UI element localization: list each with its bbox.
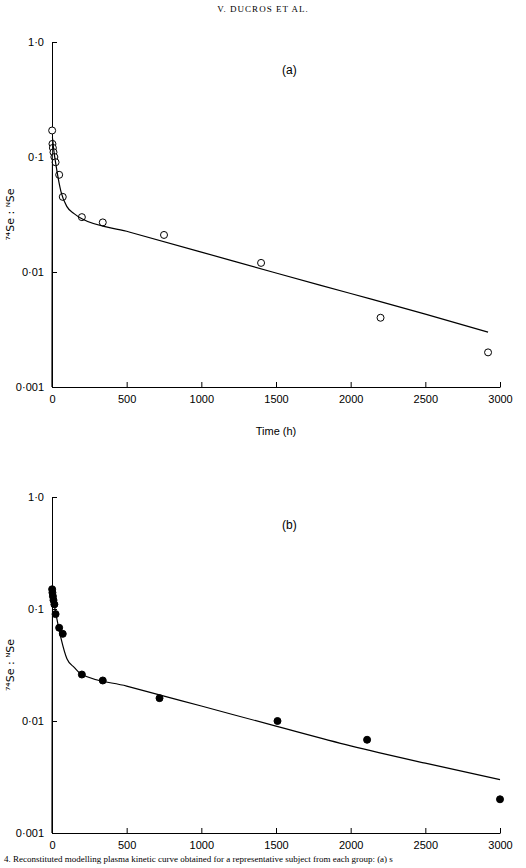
x-axis-line: [53, 387, 501, 388]
y-axis-title: ⁷⁴Se : ᴺSe: [4, 188, 17, 240]
fitted-curve: [52, 137, 488, 387]
y-tick-label: 0·001: [16, 827, 44, 839]
x-tick-label: 0: [49, 839, 55, 851]
y-tick: 1·0: [28, 491, 57, 503]
x-tick-mark: [201, 382, 202, 387]
x-axis-title: Time (h): [256, 425, 297, 437]
points: [49, 586, 504, 803]
x-tick: 3000: [488, 382, 512, 405]
page-header: V. DUCROS ET AL.: [217, 4, 308, 14]
x-tick-label: 3000: [488, 393, 512, 405]
x-tick-label: 500: [118, 393, 136, 405]
panel-label: (b): [282, 518, 297, 532]
x-tick-mark: [425, 382, 426, 387]
x-tick-label: 1500: [264, 839, 288, 851]
x-axis: 0 500 1000 1500 2000 2500 3000: [49, 382, 512, 405]
x-tick: 2500: [414, 828, 438, 851]
x-tick: 1000: [190, 828, 214, 851]
y-tick-label: 0·001: [16, 381, 44, 393]
y-tick-mark: [52, 833, 57, 834]
y-tick-mark: [52, 387, 57, 388]
x-tick-mark: [276, 828, 277, 833]
y-tick-mark: [52, 272, 57, 273]
figure: V. DUCROS ET AL. 4. Reconstituted modelli…: [0, 0, 526, 868]
data-point: [364, 736, 371, 743]
x-tick: 1000: [190, 382, 214, 405]
x-tick-mark: [500, 828, 501, 833]
x-tick-label: 2000: [339, 839, 363, 851]
x-tick: 2500: [414, 382, 438, 405]
caption: 4. Reconstituted modelling plasma kineti…: [4, 854, 393, 864]
y-axis: 0·001 0·01 0·1 1·0: [16, 36, 57, 393]
x-tick-mark: [500, 382, 501, 387]
panel-label: (a): [282, 63, 297, 77]
x-tick: 500: [118, 828, 136, 851]
x-tick: 1500: [264, 828, 288, 851]
x-axis: 0 500 1000 1500 2000 2500 3000: [49, 828, 512, 851]
x-tick-mark: [127, 828, 128, 833]
x-tick: 500: [118, 382, 136, 405]
x-tick: 2000: [339, 382, 363, 405]
x-tick-mark: [425, 828, 426, 833]
x-tick: 1500: [264, 382, 288, 405]
x-tick-label: 500: [118, 839, 136, 851]
y-tick-label: 0·01: [22, 266, 44, 278]
x-tick-label: 0: [49, 393, 55, 405]
x-tick-label: 1000: [190, 839, 214, 851]
data-point: [485, 349, 492, 356]
data-point: [377, 314, 384, 321]
y-axis-title: ⁷⁴Se : ᴺSe: [4, 639, 17, 691]
x-tick: 2000: [339, 828, 363, 851]
x-tick-label: 1000: [190, 393, 214, 405]
x-tick-label: 2000: [339, 393, 363, 405]
data-point: [161, 231, 168, 238]
x-tick-mark: [127, 382, 128, 387]
y-tick-mark: [52, 721, 57, 722]
panel: 0 500 1000 1500 2000 2500 3000 0·001 0·01 0·1 1·0 T…: [4, 36, 513, 437]
data-point: [497, 796, 504, 803]
y-tick-label: 1·0: [28, 36, 44, 48]
data-point: [274, 718, 281, 725]
points: [49, 127, 492, 356]
x-tick-mark: [201, 828, 202, 833]
data-point: [99, 219, 106, 226]
y-tick-mark: [52, 497, 57, 498]
plot-area: [49, 127, 492, 387]
y-tick: 1·0: [28, 36, 57, 48]
data-point: [49, 127, 56, 134]
x-tick-label: 2500: [414, 393, 438, 405]
x-tick-mark: [351, 828, 352, 833]
y-axis: 0·001 0·01 0·1 1·0: [16, 491, 57, 839]
data-point: [258, 259, 265, 266]
y-tick-label: 0·1: [28, 151, 44, 163]
plot-area: [49, 586, 504, 833]
y-tick-mark: [52, 42, 57, 43]
y-tick-label: 0·01: [22, 715, 44, 727]
y-tick-label: 0·1: [28, 603, 44, 615]
x-tick-mark: [351, 382, 352, 387]
x-axis-line: [53, 833, 501, 834]
x-tick: 3000: [488, 828, 512, 851]
x-tick-label: 1500: [264, 393, 288, 405]
y-tick: 0·001: [16, 827, 57, 839]
x-tick-mark: [276, 382, 277, 387]
x-tick-label: 3000: [488, 839, 512, 851]
fitted-curve: [52, 593, 500, 833]
y-tick: 0·001: [16, 381, 57, 393]
panel: 0500100015002000250030000·0010·010·11·0T…: [4, 491, 513, 868]
x-tick-label: 2500: [414, 839, 438, 851]
y-tick-label: 1·0: [28, 491, 44, 503]
